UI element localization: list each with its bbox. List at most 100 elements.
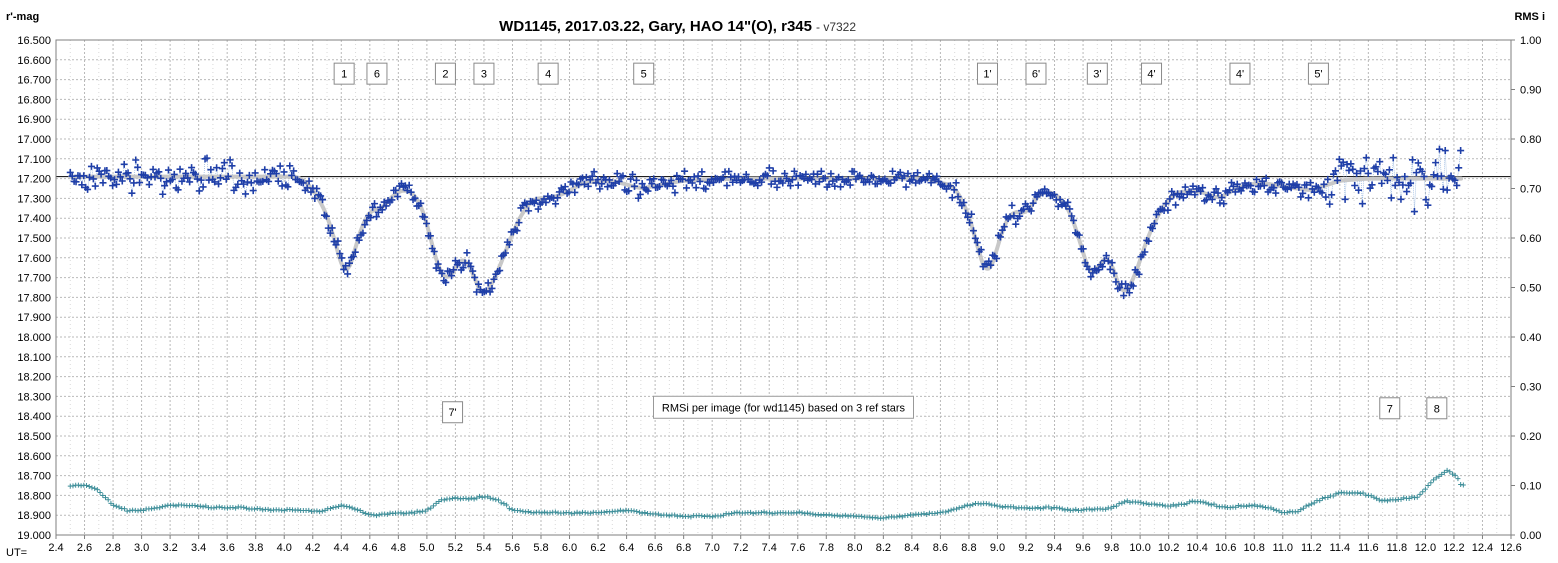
- rmsi-point: [1032, 505, 1038, 511]
- rmsi-point: [111, 502, 117, 508]
- rmsi-point: [894, 514, 900, 520]
- rmsi-point: [102, 495, 108, 501]
- rmsi-point: [1241, 503, 1247, 509]
- rmsi-point: [449, 495, 455, 501]
- magnitude-point: [1395, 178, 1403, 186]
- magnitude-point: [168, 175, 176, 183]
- rmsi-point: [441, 497, 447, 503]
- x-tick-label: 12.0: [1415, 542, 1436, 554]
- rmsi-point: [1048, 506, 1054, 512]
- magnitude-point: [1441, 147, 1449, 155]
- data-connector: [1337, 159, 1340, 181]
- magnitude-point: [1383, 176, 1391, 184]
- x-tick-label: 8.6: [933, 542, 948, 554]
- magnitude-point: [763, 172, 771, 180]
- rmsi-point: [192, 502, 198, 508]
- rmsi-point: [1368, 493, 1374, 499]
- rmsi-point: [203, 503, 209, 509]
- magnitude-point: [969, 227, 977, 235]
- magnitude-point: [1231, 188, 1239, 196]
- x-tick-label: 7.0: [705, 542, 720, 554]
- magnitude-point: [334, 237, 342, 245]
- rmsi-point: [1333, 491, 1339, 497]
- dip-label-box-text: 6': [1032, 69, 1040, 81]
- rmsi-point: [655, 511, 661, 517]
- rmsi-point: [360, 509, 366, 515]
- data-connector: [79, 175, 83, 185]
- magnitude-point: [850, 168, 858, 176]
- magnitude-point: [1310, 188, 1318, 196]
- magnitude-point: [84, 185, 92, 193]
- magnitude-point: [993, 254, 1001, 262]
- rmsi-point: [306, 507, 312, 513]
- magnitude-point: [1066, 205, 1074, 213]
- magnitude-point: [1262, 174, 1270, 182]
- rmsi-point: [1108, 505, 1114, 511]
- magnitude-point: [411, 194, 419, 202]
- rmsi-point: [986, 501, 992, 507]
- magnitude-point: [1253, 175, 1261, 183]
- rmsi-point: [1406, 496, 1412, 502]
- magnitude-point: [1056, 195, 1064, 203]
- rmsi-point: [851, 513, 857, 519]
- magnitude-point: [634, 194, 642, 202]
- rmsi-point: [466, 496, 472, 502]
- magnitude-point: [1120, 292, 1128, 300]
- rmsi-point: [561, 510, 567, 516]
- magnitude-point: [124, 169, 132, 177]
- magnitude-point: [552, 200, 560, 208]
- magnitude-point: [288, 171, 296, 179]
- x-axis-ticks: 2.4 2.6 2.8 3.0 3.2 3.4 3.6 3.8 4.0 4.2 4.4 4.6 4.8 5…: [48, 535, 1522, 554]
- magnitude-point: [1353, 169, 1361, 177]
- right-tick-label: 0.70: [1520, 184, 1541, 196]
- dip-label-box-frame: [1086, 62, 1108, 85]
- rmsi-point: [1417, 491, 1423, 497]
- x-tick-label: 3.4: [191, 542, 206, 554]
- magnitude-point: [590, 168, 598, 176]
- magnitude-point: [1295, 183, 1303, 191]
- dip-label-box-text: 6: [374, 69, 380, 81]
- rmsi-point: [1038, 506, 1044, 512]
- magnitude-point: [636, 190, 644, 198]
- rmsi-point: [1127, 499, 1133, 505]
- magnitude-point: [1170, 191, 1178, 199]
- left-tick-label: 18.800: [17, 490, 51, 502]
- rmsi-point: [108, 500, 114, 506]
- magnitude-point: [604, 183, 612, 191]
- rmsi-point: [1317, 498, 1323, 504]
- magnitude-point: [261, 166, 269, 174]
- data-connector: [1360, 170, 1363, 204]
- magnitude-point: [207, 166, 215, 174]
- magnitude-point: [247, 179, 255, 187]
- magnitude-point: [372, 213, 380, 221]
- magnitude-point: [786, 182, 794, 190]
- rmsi-point: [1081, 507, 1087, 513]
- magnitude-point: [355, 236, 363, 244]
- left-tick-label: 16.500: [17, 35, 51, 47]
- rmsi-point: [490, 496, 496, 502]
- left-tick-label: 18.100: [17, 352, 51, 364]
- event-label-box-text: 7: [1387, 403, 1393, 415]
- magnitude-point: [1389, 154, 1397, 162]
- magnitude-point: [1125, 289, 1133, 297]
- magnitude-point: [794, 181, 802, 189]
- left-tick-label: 17.800: [17, 292, 51, 304]
- rmsi-point: [1357, 491, 1363, 497]
- magnitude-point: [78, 181, 86, 189]
- rmsi-point: [1010, 504, 1016, 510]
- rmsi-point: [734, 509, 740, 515]
- rmsi-point: [1246, 502, 1252, 508]
- rmsi-point: [1189, 498, 1195, 504]
- rmsi-point: [1187, 499, 1193, 505]
- magnitude-point: [475, 280, 483, 288]
- data-connector: [1412, 159, 1415, 212]
- magnitude-point: [1027, 207, 1035, 215]
- rmsi-point: [731, 510, 737, 516]
- x-tick-label: 12.6: [1500, 542, 1521, 554]
- magnitude-point: [1303, 181, 1311, 189]
- magnitude-data-points: [66, 145, 1465, 300]
- magnitude-point: [216, 174, 224, 182]
- rmsi-point: [346, 504, 352, 510]
